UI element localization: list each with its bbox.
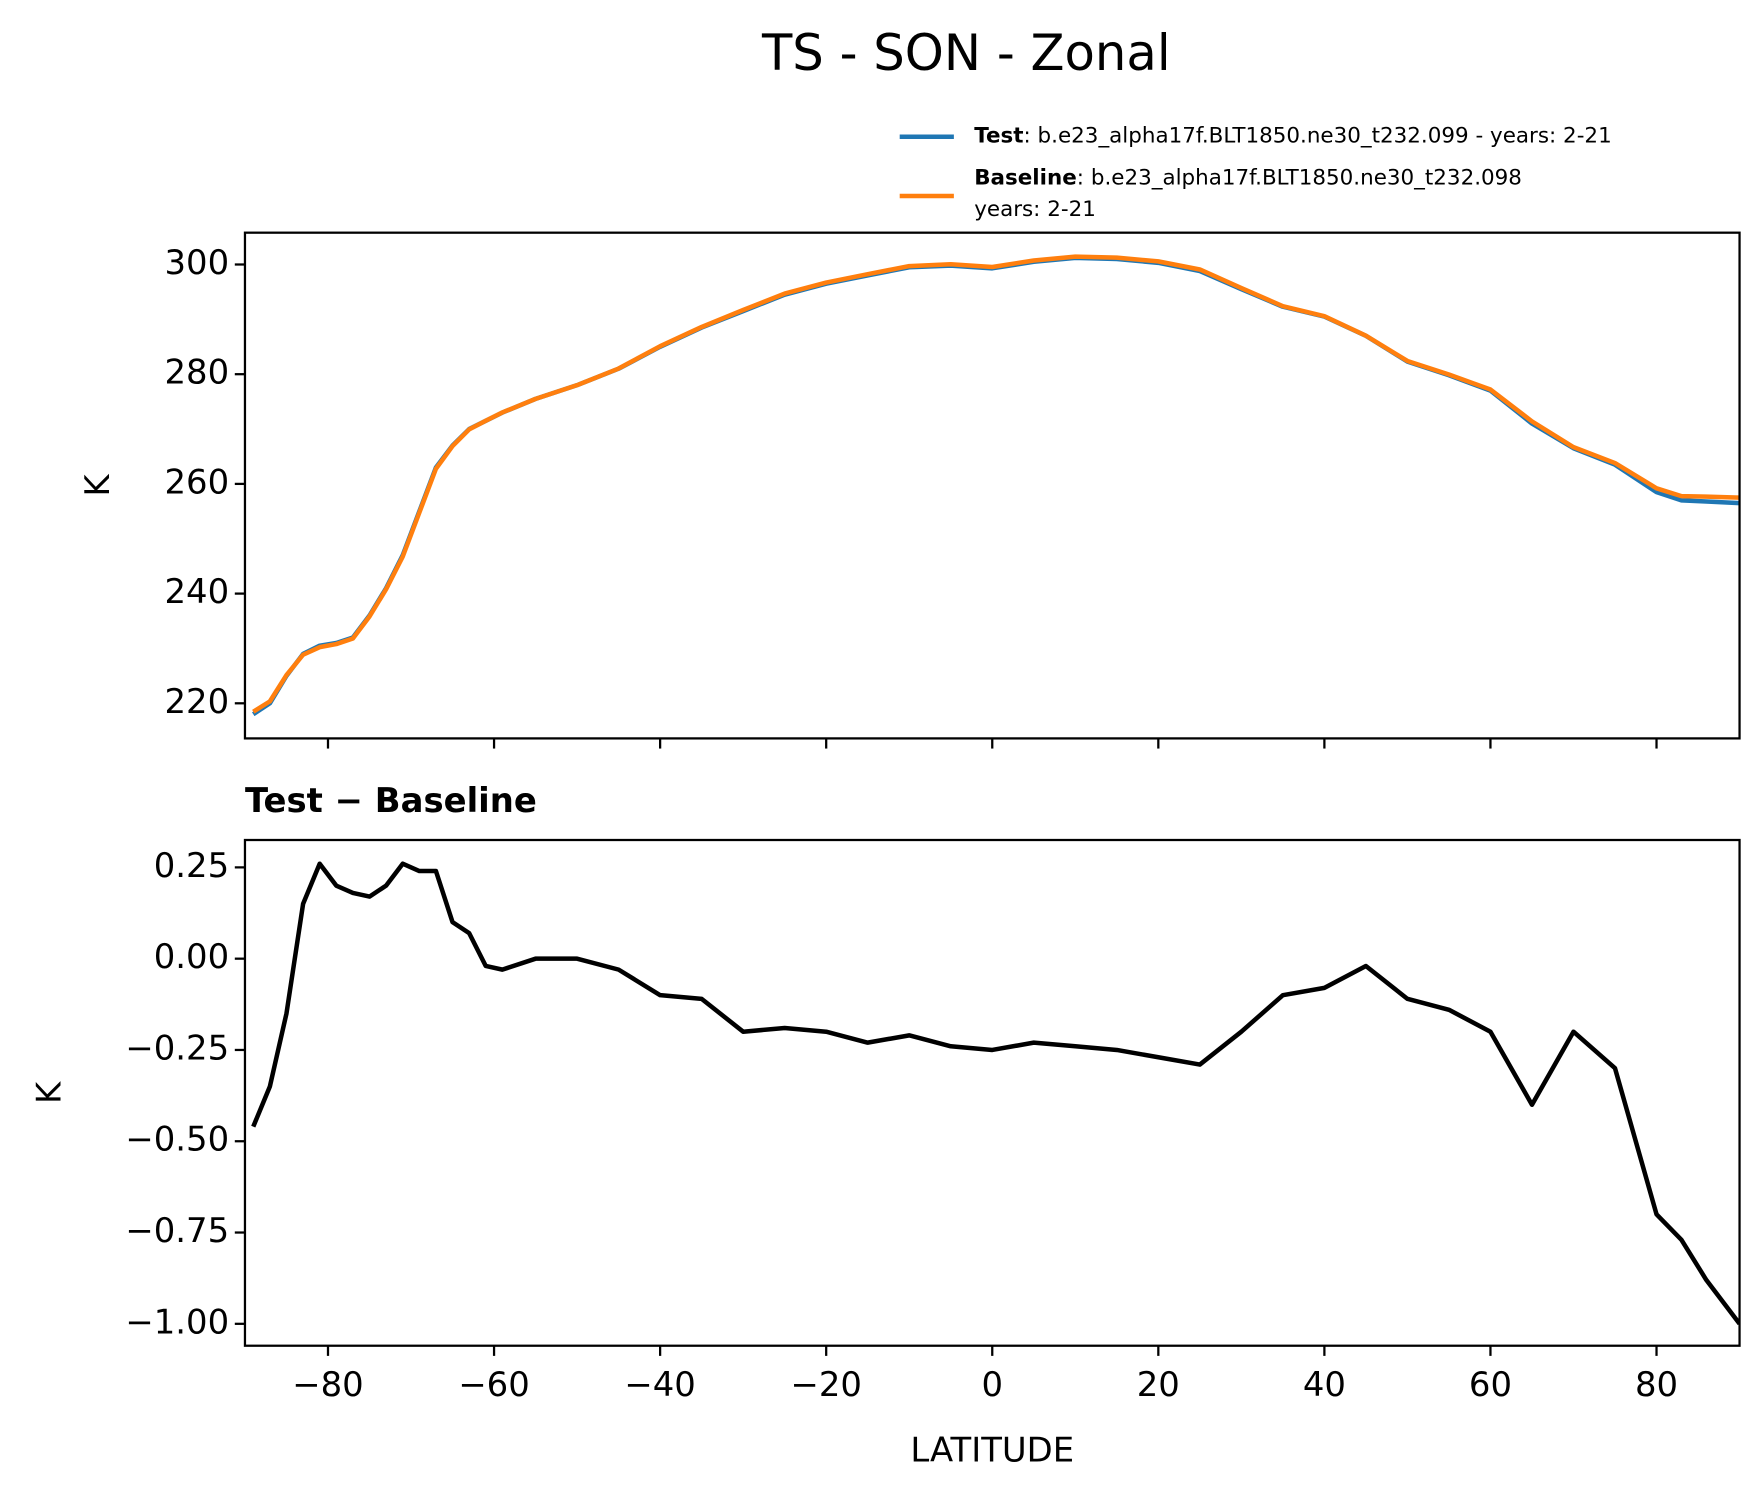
legend-text: : b.e23_alpha17f.BLT1850.ne30_t232.098 bbox=[1077, 165, 1522, 190]
x-tick-label: 0 bbox=[981, 1365, 1003, 1404]
axes-frame bbox=[243, 231, 1741, 740]
legend-name: Test bbox=[974, 124, 1023, 149]
legend-text: years: 2-21 bbox=[974, 197, 1096, 222]
y-tick-label: 280 bbox=[165, 353, 230, 392]
y-tick-label: 0.25 bbox=[154, 846, 229, 885]
series-line bbox=[252, 255, 1740, 717]
legend-name: Baseline bbox=[974, 165, 1077, 190]
x-tick-label: −40 bbox=[624, 1365, 695, 1404]
x-tick-label: 20 bbox=[1137, 1365, 1180, 1404]
figure-title: TS - SON - Zonal bbox=[761, 24, 1171, 82]
y-tick-label: 240 bbox=[165, 572, 230, 611]
series-line bbox=[252, 254, 1740, 714]
x-tick-label: 60 bbox=[1469, 1365, 1512, 1404]
y-axis-label: K bbox=[78, 474, 117, 497]
y-tick-label: 300 bbox=[165, 243, 230, 282]
x-tick-label: −20 bbox=[790, 1365, 861, 1404]
x-tick-label: 80 bbox=[1635, 1365, 1678, 1404]
x-tick-label: −60 bbox=[458, 1365, 529, 1404]
legend-text: : b.e23_alpha17f.BLT1850.ne30_t232.099 -… bbox=[1024, 124, 1612, 149]
series-line bbox=[251, 861, 1740, 1326]
x-tick-label: −80 bbox=[292, 1365, 363, 1404]
y-tick-label: −1.00 bbox=[125, 1302, 229, 1341]
y-axis-label: K bbox=[29, 1081, 68, 1104]
y-tick-label: 220 bbox=[165, 682, 230, 721]
y-tick-label: −0.50 bbox=[125, 1120, 229, 1159]
x-axis-label: LATITUDE bbox=[910, 1430, 1074, 1469]
legend-entry: Baseline: b.e23_alpha17f.BLT1850.ne30_t2… bbox=[974, 165, 1522, 222]
legend-entry: Test: b.e23_alpha17f.BLT1850.ne30_t232.0… bbox=[974, 124, 1612, 149]
y-tick-label: −0.25 bbox=[125, 1028, 229, 1067]
x-tick-label: 40 bbox=[1303, 1365, 1346, 1404]
y-tick-label: −0.75 bbox=[125, 1211, 229, 1250]
axes-frame bbox=[243, 838, 1741, 1347]
y-tick-label: 0.00 bbox=[154, 937, 229, 976]
axes-title: Test − Baseline bbox=[245, 781, 537, 820]
y-tick-label: 260 bbox=[165, 462, 230, 501]
